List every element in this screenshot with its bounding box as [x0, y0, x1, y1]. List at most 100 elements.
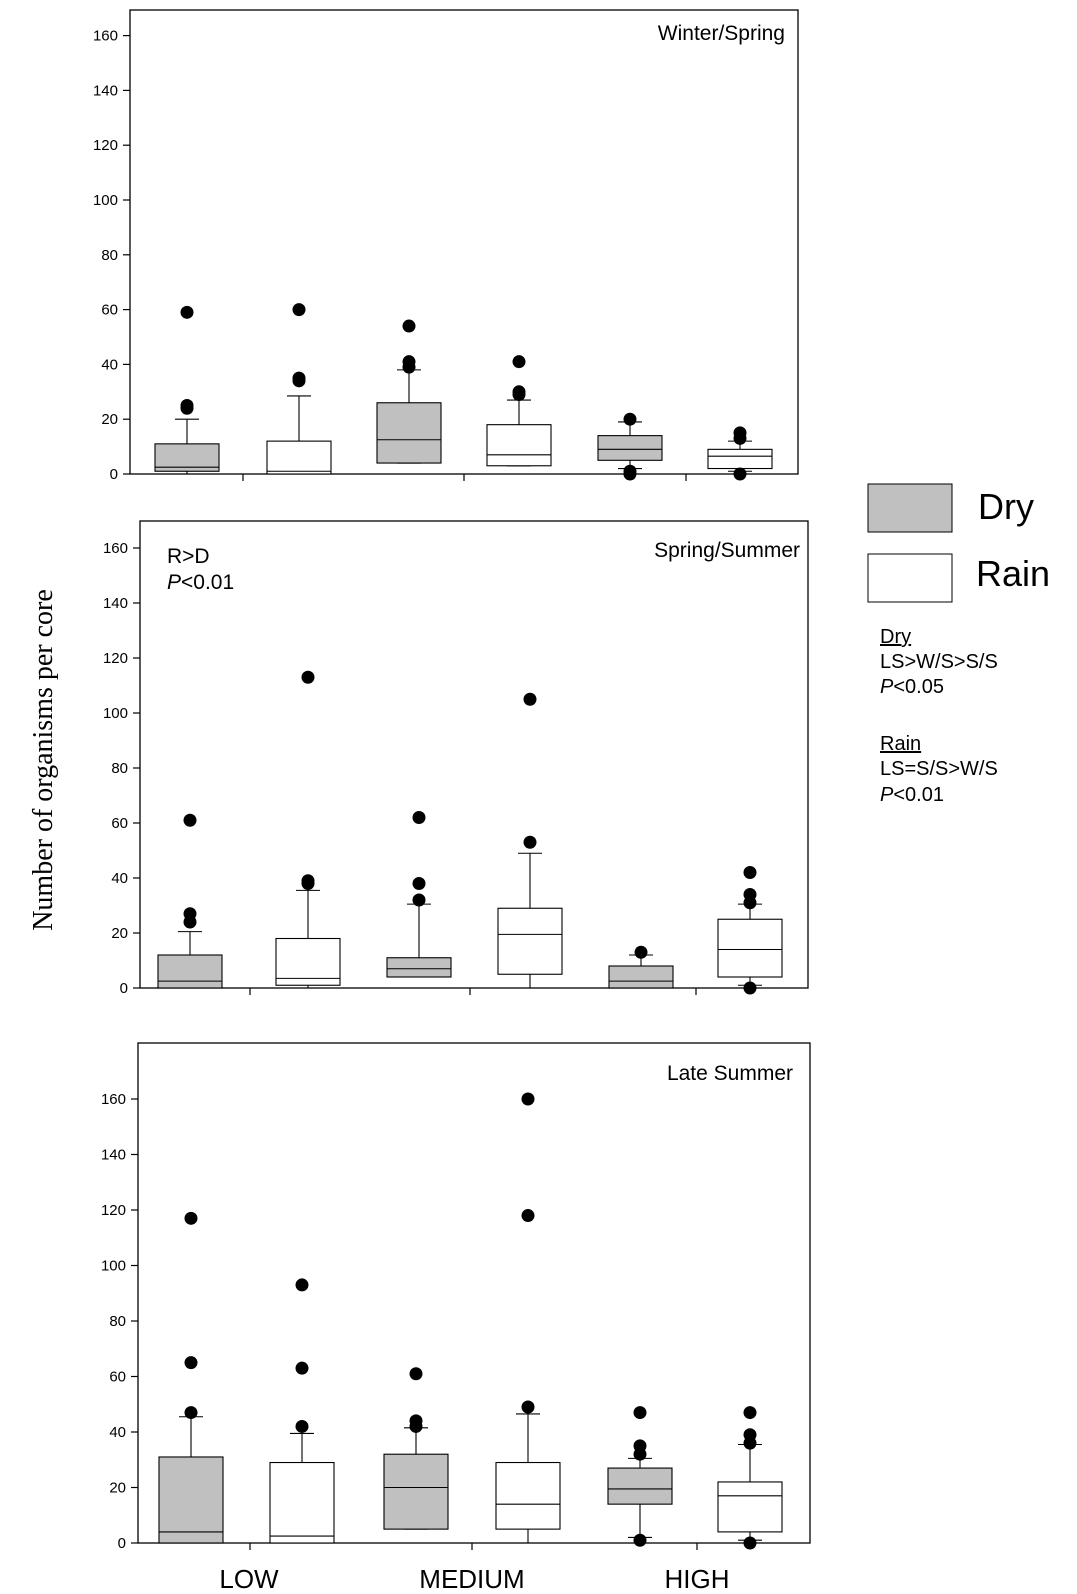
y-tick-label: 60: [109, 1369, 126, 1386]
box-iqr: [497, 907, 563, 975]
box-medium-dry: [383, 1367, 449, 1530]
comparison-p: P<0.05: [880, 676, 944, 698]
y-tick-label: 80: [101, 247, 118, 264]
outlier-point: [743, 866, 757, 879]
panel-note-p: P<0.01: [167, 571, 234, 594]
outlier-point: [295, 1361, 309, 1375]
panel-late-summer: Late Summer 0 20 40 60 80 100 120 140 160: [101, 1042, 811, 1552]
y-tick-label: 120: [103, 650, 128, 667]
y-tick-label: 0: [120, 980, 128, 997]
y-tick-label: 60: [101, 302, 118, 319]
y-tick-label: 40: [109, 1424, 126, 1441]
legend-label-rain: Rain: [976, 553, 1050, 594]
box-iqr: [495, 1461, 561, 1530]
box-iqr: [486, 424, 552, 467]
outlier-point: [521, 1092, 535, 1106]
p-value: <0.05: [893, 676, 944, 698]
outlier-point: [184, 1406, 198, 1420]
y-tick-label: 100: [103, 705, 128, 722]
y-tick-label: 160: [103, 540, 128, 557]
y-tick-label: 60: [111, 815, 128, 832]
y-tick-label: 160: [101, 1091, 126, 1108]
panel-note: R>D: [167, 545, 210, 568]
box-high-dry: [608, 945, 674, 989]
y-tick-label: 160: [93, 28, 118, 45]
box-iqr: [275, 937, 341, 986]
box-low-rain: [266, 303, 332, 475]
legend: Dry Rain: [867, 483, 1050, 603]
panel-winter-spring: Winter/Spring 0 20 40 60 80 100 120 140 160: [93, 9, 799, 483]
outlier-point: [183, 813, 197, 827]
comparison-text: LS>W/S>S/S: [880, 651, 998, 673]
y-tick-label: 100: [93, 192, 118, 209]
outlier-point: [184, 1211, 198, 1225]
box-iqr: [269, 1461, 335, 1544]
y-tick-label: 40: [111, 870, 128, 887]
p-symbol: P: [880, 676, 894, 698]
y-tick-label: 20: [101, 411, 118, 428]
legend-swatch-rain: [867, 553, 953, 603]
outlier-point: [521, 1209, 535, 1223]
outlier-point: [623, 412, 637, 426]
box-iqr: [717, 918, 783, 978]
outlier-point: [633, 1533, 647, 1547]
outlier-point: [402, 355, 416, 369]
box-iqr: [266, 440, 332, 475]
panel-spring-summer: Spring/Summer R>D P<0.01 0 20 40 60 80 100 120…: [103, 520, 809, 997]
p-value: <0.01: [181, 571, 234, 594]
outlier-point: [743, 981, 757, 995]
comparison-p: P<0.01: [880, 784, 944, 806]
outlier-point: [292, 371, 306, 385]
outlier-point: [743, 1536, 757, 1550]
outlier-point: [412, 877, 426, 890]
outlier-point: [512, 355, 526, 369]
box-low-rain: [269, 1278, 335, 1544]
p-symbol: P: [880, 784, 894, 806]
y-tick-label: 80: [111, 760, 128, 777]
x-tick-label: LOW: [219, 1564, 279, 1594]
y-tick-label: 120: [101, 1202, 126, 1219]
y-tick-label: 120: [93, 137, 118, 154]
outlier-point: [180, 399, 194, 412]
outlier-point: [633, 1439, 647, 1453]
legend-label-dry: Dry: [978, 486, 1034, 527]
outlier-point: [521, 1400, 535, 1414]
x-tick-label: MEDIUM: [419, 1564, 524, 1594]
comparison-title: Rain: [880, 733, 921, 755]
y-tick-label: 20: [109, 1480, 126, 1497]
box-iqr: [608, 965, 674, 989]
box-medium-dry: [386, 811, 452, 978]
box-low-rain: [275, 670, 341, 989]
outlier-point: [634, 945, 648, 959]
outlier-point: [733, 426, 747, 440]
box-high-rain: [717, 1406, 783, 1550]
outlier-point: [743, 888, 757, 901]
box-iqr: [707, 448, 773, 470]
p-value: <0.01: [893, 784, 944, 806]
y-tick-label: 140: [101, 1147, 126, 1164]
outlier-point: [301, 670, 315, 684]
y-axis-label: Number of organisms per core: [28, 589, 59, 931]
box-iqr: [376, 402, 442, 464]
outlier-point: [292, 303, 306, 317]
plot-frame: [137, 1042, 811, 1544]
y-tick-label: 140: [103, 595, 128, 612]
box-low-dry: [158, 1211, 224, 1544]
outlier-point: [295, 1419, 309, 1433]
comparison-text: LS=S/S>W/S: [880, 758, 998, 780]
box-medium-rain: [486, 355, 552, 467]
box-medium-dry: [376, 319, 442, 464]
outlier-point: [523, 692, 537, 706]
box-low-dry: [157, 813, 223, 989]
box-iqr: [597, 435, 663, 461]
y-tick-label: 80: [109, 1313, 126, 1330]
y-tick-label: 100: [101, 1258, 126, 1275]
outlier-point: [743, 1406, 757, 1420]
plot-frame: [139, 520, 809, 989]
box-iqr: [157, 954, 223, 989]
box-medium-rain: [495, 1092, 561, 1544]
box-high-rain: [707, 426, 773, 481]
box-iqr: [607, 1467, 673, 1505]
outlier-point: [402, 319, 416, 333]
